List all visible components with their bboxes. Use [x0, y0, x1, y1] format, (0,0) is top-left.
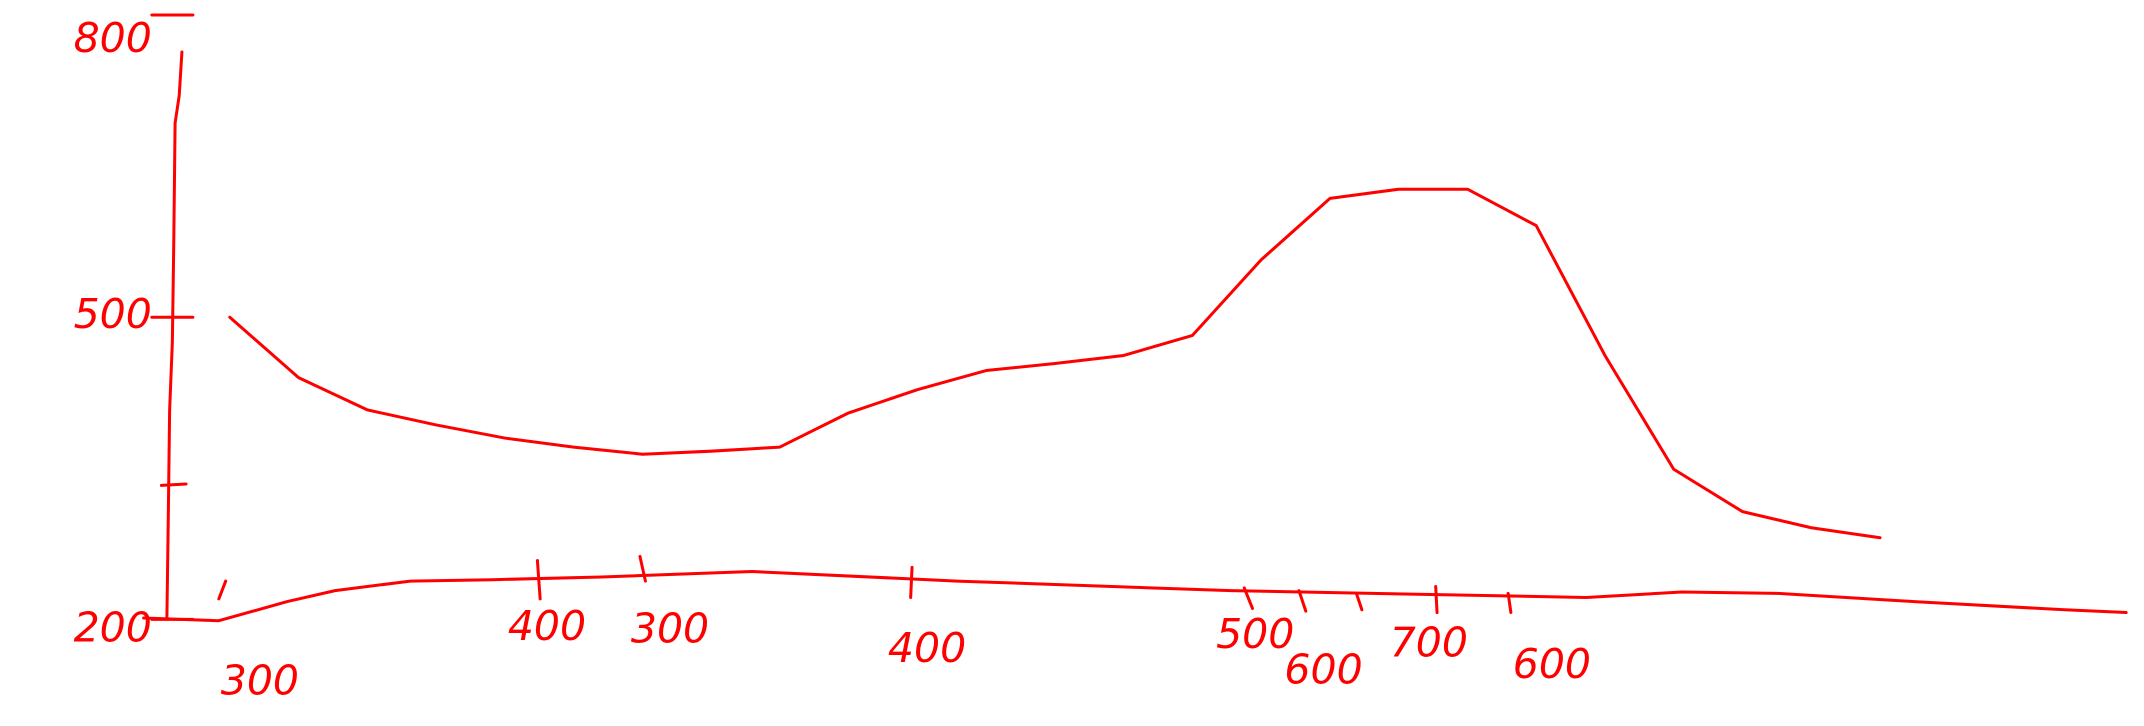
x-tick-label: 400 — [888, 624, 966, 672]
x-tick-label: 600 — [1513, 640, 1591, 688]
y-tick-label: 200 — [74, 603, 152, 651]
x-tick-label: 300 — [631, 605, 709, 653]
x-tick-label: 600 — [1284, 646, 1362, 694]
x-tick-label: 400 — [508, 602, 586, 650]
x-axis — [142, 569, 2128, 623]
x-tick-label: 700 — [1390, 618, 1468, 666]
y-tick-label: 500 — [74, 290, 152, 338]
x-tick-label: 500 — [1216, 610, 1294, 658]
y-axis — [165, 50, 184, 620]
x-tick-marks — [159, 482, 1513, 615]
y-tick-label: 800 — [74, 14, 152, 62]
x-tick-label: 300 — [221, 657, 299, 705]
data-line — [228, 187, 1882, 540]
